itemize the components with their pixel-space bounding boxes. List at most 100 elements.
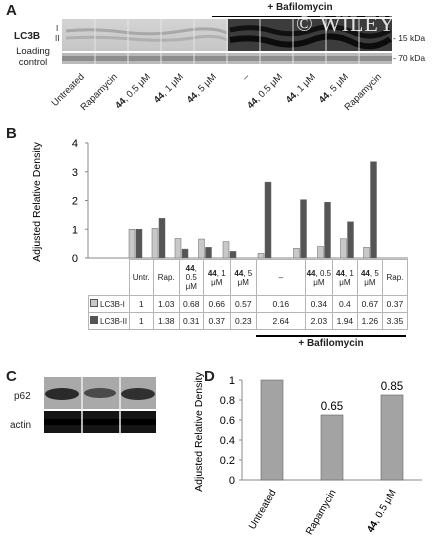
table-cell: 0.37 [202,312,231,330]
lane-label: 44, 1 μM [151,71,186,106]
table-cell: 0.31 [178,312,204,330]
table-row: LC3B-I 1 1.03 0.68 0.66 0.57 0.16 0.34 0.4 0.67 0.… [88,295,409,313]
table-header-cell: – [255,259,306,296]
bafilomycin-line [212,16,392,17]
table-cell: 1.26 [356,312,383,330]
chart-b-bar [174,238,182,259]
table-cell: 0.68 [178,295,204,313]
chart-b: Adjusted Relative Density 0 1 2 3 4 [31,138,408,265]
kda-15-label: - 15 kDa [393,33,426,43]
table-cell: 1 [128,295,154,313]
table-cell: 0.66 [202,295,231,313]
chart-b-ytick-label: 1 [72,224,78,236]
chart-b-bar [135,229,143,259]
panel-c-letter: C [6,368,17,385]
chart-b-bar [229,251,237,259]
actin-blot [44,411,156,433]
legend-swatch [90,316,98,324]
lane-label: 44, 1 μM [283,71,318,106]
table-header-cell: 44, 5 μM [356,259,383,296]
kda-70-label: - 70 kDa [393,53,426,63]
lane-label: 44, 5 μM [316,71,351,106]
band-i-label: I [56,24,59,33]
chart-d-ytick-label: 0.4 [220,435,235,447]
chart-b-ytick-label: 3 [72,167,78,179]
chart-d-value-label: 0.65 [321,401,343,413]
chart-b-bar [347,221,354,259]
band-ii-label: II [55,34,60,43]
chart-d-ytick-label: 0.8 [220,395,235,407]
table-header-cell: 44, 1 μM [331,259,358,296]
chart-b-ylabel: Adjusted Relative Density [31,141,43,261]
chart-b-bar [222,241,230,259]
chart-b-bar [181,248,189,259]
chart-d-category-label: 44, 0.5 μM [365,488,398,535]
chart-d-ylabel: Adjusted Relative Density [193,371,205,491]
legend-swatch [90,299,98,307]
table-header-cell: 44, 0.5 μM [304,259,333,296]
chart-d-bar [380,394,404,481]
table-cell: 0.23 [229,312,257,330]
chart-b-bar [370,161,377,259]
lane-label: 44, 0.5 μM [112,71,153,112]
lane-label: Untreated [49,71,87,109]
chart-b-ytick-label: 4 [72,138,78,150]
table-cell: 1.94 [331,312,358,330]
table-header-cell: 44, 5 μM [229,259,257,296]
chart-b-bar [317,246,324,259]
table-cell: 0.57 [229,295,257,313]
chart-b-bar [264,181,272,259]
panel-b-letter: B [6,125,17,142]
legend-cell: LC3B-II [88,312,130,330]
table-header-cell: Rap. [152,259,180,296]
chart-b-bar [198,238,205,259]
table-header-cell: Untr. [128,259,154,296]
chart-d-bar [320,414,344,481]
table-header-cell: 44, 1 μM [202,259,231,296]
bafilomycin-header: + Bafilomycin [267,2,333,13]
chart-b-bafilomycin-label: + Bafilomycin [298,338,364,349]
chart-b-bar [151,228,159,259]
chart-b-bar [300,199,307,259]
actin-label: actin [10,420,32,431]
chart-b-bar [257,253,265,259]
chart-d-category-label: Rapamycin [304,488,339,537]
panel-d-letter: D [204,368,215,385]
chart-d-ytick-label: 0.2 [220,455,235,467]
table-corner-cell [89,260,130,296]
table-cell: 2.64 [255,312,306,330]
lane-label: Rapamycin [78,71,120,113]
lc3b-label: LC3B [14,31,41,42]
table-cell: 0.4 [331,295,358,313]
chart-b-bar [340,238,347,259]
table-cell: 0.16 [255,295,306,313]
table-header-cell: 44, 0.5 μM [178,259,204,296]
chart-b-bar [324,201,331,259]
table-header-row: Untr. Rap. 44, 0.5 μM 44, 1 μM 44, 5 μM –44, … [89,259,409,296]
table-cell: 1.38 [152,312,180,330]
chart-b-bar [205,247,212,259]
chart-d-bar [260,379,284,481]
table-cell: 1 [128,312,154,330]
table-cell: 2.03 [304,312,333,330]
chart-d-category-label: Untreated [247,488,278,532]
chart-d-value-label: 0.85 [381,381,403,393]
chart-d-ytick-label: 1 [229,375,235,387]
loading-control-label: Loading control [16,46,50,68]
chart-b-bafilomycin-line [256,335,406,337]
loading-control-blot [62,53,392,64]
chart-b-bar [363,247,370,259]
chart-d: Adjusted Relative Density 0 0.2 0.4 0.6 0.8 1 U… [193,371,422,537]
p62-label: p62 [14,391,31,402]
chart-d-ytick-label: 0 [229,475,235,487]
table-cell: 1.03 [152,295,180,313]
chart-b-table: Untr. Rap. 44, 0.5 μM 44, 1 μM 44, 5 μM –44, … [88,259,409,330]
chart-b-bar [128,229,136,259]
lane-label: – [239,71,252,84]
table-cell: 0.37 [381,295,409,313]
p62-blot [44,377,156,409]
chart-b-ytick-label: 2 [72,196,78,208]
lane-label: 44, 5 μM [184,71,219,106]
table-row: LC3B-II 1 1.38 0.31 0.37 0.23 2.64 2.03 1.94 1.26… [88,312,409,330]
wiley-watermark: © WILEY [296,11,396,36]
